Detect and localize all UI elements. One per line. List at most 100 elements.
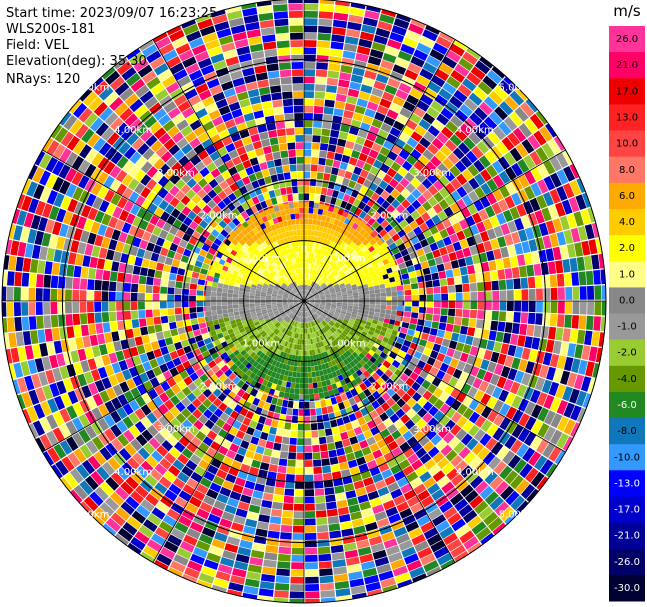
noise-gate: [97, 418, 110, 432]
signal-gate: [347, 303, 354, 306]
signal-gate: [320, 314, 326, 320]
noise-gate: [140, 174, 152, 186]
noise-gate: [161, 75, 176, 88]
noise-gate: [275, 166, 284, 174]
noise-gate: [367, 588, 383, 597]
signal-gate: [333, 273, 340, 279]
noise-gate: [311, 437, 320, 445]
signal-gate: [324, 362, 330, 369]
noise-gate: [35, 437, 46, 452]
noise-gate: [391, 383, 401, 393]
noise-gate: [72, 186, 84, 201]
signal-gate: [335, 307, 342, 311]
noise-gate: [108, 291, 116, 301]
noise-gate: [391, 144, 402, 155]
noise-gate: [505, 406, 517, 420]
noise-gate: [406, 559, 422, 572]
signal-gate: [227, 360, 235, 367]
signal-gate: [345, 350, 352, 357]
noise-gate: [536, 301, 543, 313]
noise-gate: [116, 282, 124, 292]
signal-gate: [217, 332, 224, 339]
signal-gate: [345, 283, 351, 288]
signal-gate: [292, 308, 297, 313]
noise-gate: [82, 255, 91, 267]
signal-gate: [312, 290, 318, 295]
noise-gate: [146, 455, 159, 468]
noise-gate: [197, 209, 207, 220]
noise-gate: [227, 212, 236, 221]
noise-gate: [455, 524, 471, 538]
signal-gate: [331, 212, 338, 219]
noise-gate: [372, 381, 381, 390]
noise-gate: [204, 419, 215, 430]
noise-gate: [123, 146, 137, 160]
noise-gate: [354, 105, 366, 115]
signal-gate: [271, 353, 277, 360]
noise-gate: [208, 247, 217, 256]
noise-gate: [105, 203, 117, 216]
noise-gate: [160, 547, 176, 560]
signal-gate: [304, 361, 308, 367]
noise-gate: [240, 211, 249, 220]
noise-gate: [304, 445, 312, 453]
noise-gate: [433, 286, 441, 294]
noise-gate: [271, 144, 280, 153]
noise-gate: [437, 552, 453, 566]
noise-gate: [165, 360, 176, 370]
noise-gate: [130, 536, 146, 551]
noise-gate: [214, 224, 224, 233]
noise-gate: [166, 508, 181, 521]
noise-gate: [101, 237, 111, 249]
noise-gate: [271, 419, 279, 428]
signal-gate: [331, 302, 337, 305]
noise-gate: [141, 392, 152, 404]
signal-gate: [249, 365, 256, 372]
noise-gate: [556, 231, 567, 246]
noise-gate: [207, 233, 217, 243]
noise-gate: [199, 114, 211, 126]
signal-gate: [270, 316, 276, 321]
noise-gate: [242, 192, 252, 201]
noise-gate: [263, 559, 277, 568]
noise-gate: [232, 77, 245, 87]
signal-gate: [300, 361, 304, 367]
signal-gate: [359, 359, 366, 367]
noise-gate: [513, 459, 527, 474]
signal-gate: [299, 301, 304, 303]
noise-gate: [127, 255, 136, 265]
noise-gate: [454, 276, 462, 285]
noise-gate: [452, 147, 465, 160]
signal-gate: [292, 332, 296, 338]
noise-gate: [542, 352, 553, 366]
noise-gate: [236, 204, 245, 214]
signal-gate: [277, 324, 282, 330]
noise-gate: [131, 319, 140, 329]
noise-gate: [111, 261, 120, 272]
signal-gate: [296, 305, 301, 310]
noise-gate: [517, 428, 530, 443]
noise-gate: [48, 205, 60, 221]
signal-gate: [342, 305, 348, 308]
noise-gate: [132, 355, 142, 366]
signal-gate: [278, 318, 284, 323]
noise-gate: [429, 366, 439, 377]
noise-gate: [92, 196, 104, 210]
signal-gate: [324, 233, 330, 240]
signal-gate: [299, 311, 302, 317]
noise-gate: [81, 459, 96, 475]
noise-gate: [170, 208, 181, 219]
noise-gate: [159, 294, 167, 301]
signal-gate: [384, 282, 391, 288]
noise-gate: [119, 209, 130, 222]
noise-gate: [94, 356, 104, 369]
noise-gate: [218, 105, 231, 116]
noise-gate: [438, 271, 447, 279]
noise-gate: [304, 171, 311, 179]
noise-gate: [154, 88, 169, 102]
noise-gate: [404, 553, 419, 565]
noise-gate: [480, 419, 493, 433]
noise-gate: [20, 361, 31, 377]
noise-gate: [232, 217, 241, 226]
noise-gate: [389, 219, 399, 228]
